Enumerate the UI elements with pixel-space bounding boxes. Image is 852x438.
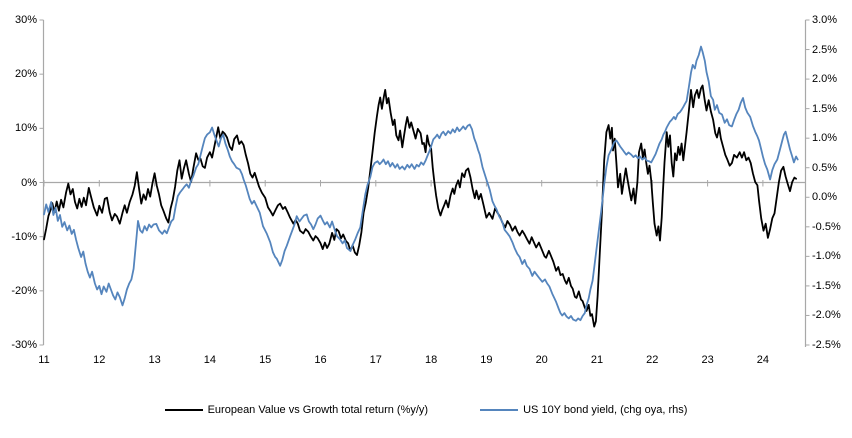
x-label-19: 19 [480,354,493,366]
y-left-label-20%: 20% [14,68,37,81]
x-label-17: 17 [369,354,382,366]
y-right-label--1.5%: -1.5% [812,279,841,292]
x-label-12: 12 [93,354,106,366]
y-right-label-2.0%: 2.0% [812,73,838,86]
x-label-15: 15 [259,354,272,366]
legend-item-value-growth: European Value vs Growth total return (%… [164,404,429,416]
x-label-20: 20 [535,354,548,366]
y-right-label--2.5%: -2.5% [812,339,841,351]
y-left-label-0%: 0% [21,176,37,189]
y-left-label-10%: 10% [14,122,37,135]
y-right-label--1.0%: -1.0% [812,250,841,263]
y-right-label-1.0%: 1.0% [812,132,838,145]
y-left-label--30%: -30% [11,339,37,351]
y-right-label-1.5%: 1.5% [812,102,838,115]
x-label-13: 13 [148,354,161,366]
x-label-22: 22 [646,354,659,366]
y-right-label-2.5%: 2.5% [812,43,838,56]
y-left-label--10%: -10% [11,230,37,243]
x-label-16: 16 [314,354,327,366]
value-vs-growth-line [43,84,797,328]
x-label-11: 11 [38,354,50,366]
legend-line-black [164,409,203,411]
legend-line-blue [480,409,519,411]
x-label-14: 14 [203,354,217,366]
x-label-24: 24 [756,354,770,366]
y-right-label--0.5%: -0.5% [812,220,841,233]
bond-yield-line [43,45,799,322]
x-label-21: 21 [590,354,604,366]
legend-label-bond-yield: US 10Y bond yield, (chg oya, rhs) [523,404,688,416]
legend-item-bond-yield: US 10Y bond yield, (chg oya, rhs) [480,404,687,416]
y-left-label--20%: -20% [11,284,37,297]
y-left-label-30%: 30% [14,14,37,26]
x-label-23: 23 [701,354,714,366]
y-right-label-3.0%: 3.0% [812,14,838,26]
y-right-label--2.0%: -2.0% [812,309,841,322]
y-right-label-0.0%: 0.0% [812,191,838,204]
legend-label-value-growth: European Value vs Growth total return (%… [207,404,429,416]
y-right-label-0.5%: 0.5% [812,161,838,174]
x-label-18: 18 [424,354,438,366]
legend: European Value vs Growth total return (%… [0,404,852,416]
